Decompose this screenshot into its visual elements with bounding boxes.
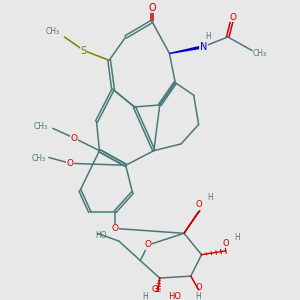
Text: N: N	[200, 42, 207, 52]
Text: O: O	[195, 283, 202, 292]
Text: H: H	[235, 233, 240, 242]
Text: O: O	[112, 224, 118, 233]
Text: O: O	[145, 241, 152, 250]
Text: HO: HO	[96, 231, 107, 240]
Text: H: H	[207, 193, 213, 202]
Text: O: O	[67, 159, 74, 168]
Text: S: S	[81, 46, 87, 56]
Text: O: O	[148, 3, 156, 13]
Text: O: O	[71, 134, 78, 142]
Polygon shape	[184, 211, 200, 233]
Polygon shape	[169, 45, 206, 53]
Text: O: O	[223, 238, 229, 247]
Text: O: O	[229, 13, 236, 22]
Text: H: H	[142, 292, 148, 300]
Text: HO: HO	[168, 292, 181, 300]
Text: H: H	[206, 32, 211, 41]
Text: CH₃: CH₃	[46, 27, 60, 36]
Text: CH₃: CH₃	[253, 49, 267, 58]
Text: O: O	[195, 200, 202, 209]
Text: CH₃: CH₃	[32, 154, 46, 163]
Text: CH₃: CH₃	[34, 122, 48, 131]
Text: O: O	[152, 285, 158, 294]
Text: H: H	[196, 292, 202, 300]
